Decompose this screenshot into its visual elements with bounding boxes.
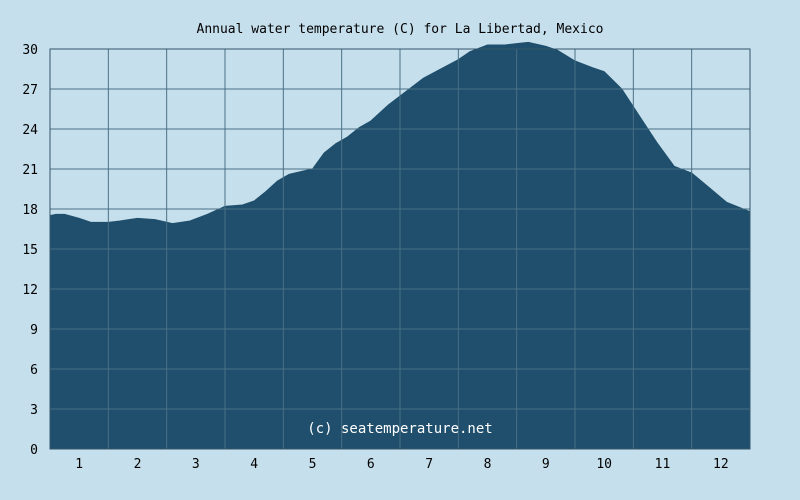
y-tick-label: 0 [30, 443, 38, 458]
plot-border [49, 48, 751, 450]
chart-title: Annual water temperature (C) for La Libe… [197, 22, 604, 37]
x-tick-label: 9 [542, 457, 550, 472]
y-tick-label: 9 [30, 323, 38, 338]
x-tick-label: 3 [192, 457, 200, 472]
y-tick-label: 15 [22, 243, 38, 258]
y-tick-label: 3 [30, 403, 38, 418]
x-tick-label: 10 [596, 457, 612, 472]
x-tick-label: 5 [309, 457, 317, 472]
y-tick-label: 6 [30, 363, 38, 378]
x-tick-label: 7 [425, 457, 433, 472]
y-tick-label: 30 [22, 43, 38, 58]
x-tick-label: 12 [713, 457, 729, 472]
x-tick-label: 1 [75, 457, 83, 472]
y-tick-label: 21 [22, 163, 38, 178]
x-tick-label: 11 [655, 457, 671, 472]
y-tick-label: 24 [22, 123, 38, 138]
x-tick-label: 2 [134, 457, 142, 472]
x-tick-label: 8 [484, 457, 492, 472]
grid-layer [49, 48, 751, 450]
y-tick-label: 27 [22, 83, 38, 98]
y-tick-label: 18 [22, 203, 38, 218]
x-axis: 1 2 3 4 5 6 7 8 9 10 11 12 [75, 457, 728, 472]
y-axis: 0 3 6 9 12 15 18 21 24 27 30 [22, 43, 38, 458]
x-tick-label: 4 [250, 457, 258, 472]
watermark-annotation: (c) seatemperature.net [307, 421, 492, 437]
y-tick-label: 12 [22, 283, 38, 298]
x-tick-label: 6 [367, 457, 375, 472]
